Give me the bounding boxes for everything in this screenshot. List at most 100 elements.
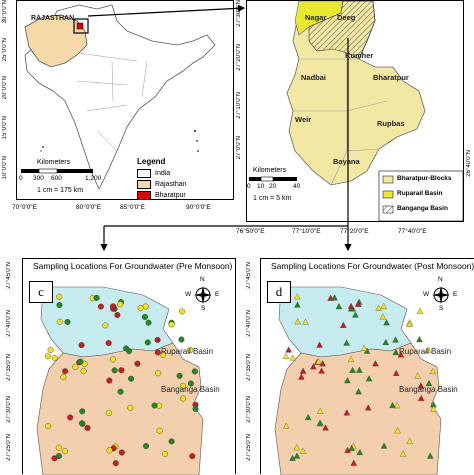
scale-tick: 40	[293, 183, 301, 190]
inset-box	[73, 18, 89, 34]
banganga-basin-b	[308, 1, 376, 60]
sampling-point-pre	[155, 370, 162, 377]
compass-c	[194, 286, 212, 304]
block-kumher: Kumher	[345, 51, 374, 60]
y-tick-d: 27°25'0"N	[246, 434, 252, 461]
sampling-point-post	[392, 369, 400, 376]
sampling-point-pre	[55, 444, 62, 451]
map-panel-a: RAJASTHAN Kilometers 0 300 600 1,200 1 c…	[16, 0, 234, 200]
sampling-point-pre	[93, 294, 100, 301]
sampling-point-post	[316, 341, 323, 348]
sampling-point-post	[285, 346, 292, 353]
sampling-point-post	[340, 321, 347, 328]
scale-tick: 20	[269, 183, 277, 190]
scale-title-b: Kilometers	[253, 167, 287, 174]
sampling-point-pre	[117, 388, 124, 395]
sampling-point-pre	[55, 453, 62, 460]
scale-tick: 0	[19, 175, 23, 182]
sampling-point-pre	[141, 313, 148, 320]
title-c: Sampling Locations For Groundwater (Pre …	[33, 261, 233, 271]
scale-tick: 1,200	[85, 175, 102, 182]
sampling-point-pre	[118, 449, 125, 456]
y-tick-d: 27°40'0"N	[246, 310, 252, 337]
sampling-point-pre	[67, 414, 74, 421]
sampling-point-pre	[112, 460, 119, 467]
sampling-point-post	[344, 377, 351, 384]
x-tick-b: 77°20'0"E	[340, 228, 369, 235]
compass-e-c: E	[215, 291, 220, 298]
scale-tick: 10	[257, 183, 265, 190]
sampling-point-post	[343, 409, 351, 416]
sampling-point-post	[304, 413, 312, 420]
sampling-point-pre	[72, 363, 79, 370]
sampling-point-post	[318, 367, 325, 374]
scale-tick: 0	[247, 183, 251, 190]
y-tick-c: 27°30'0"N	[6, 396, 12, 423]
x-tick-b: 77°40'0"E	[398, 228, 427, 235]
panel-letter-d: d	[267, 281, 291, 303]
x-tick-a: 70°0'0"E	[12, 204, 37, 211]
scale-bar-b	[249, 176, 297, 182]
sampling-point-pre	[64, 318, 71, 325]
sampling-point-post	[397, 351, 405, 358]
sampling-point-post	[355, 388, 362, 395]
sampling-point-post	[293, 452, 301, 459]
map-panel-b: Nagar Deeg Kumher Nadbai Bharatpur Weir …	[246, 0, 464, 222]
sampling-point-post	[389, 401, 396, 409]
y-tick-a: 25°0'0"N	[2, 38, 8, 62]
sampling-point-post	[343, 339, 350, 346]
sampling-point-post	[299, 447, 307, 454]
sampling-point-pre	[128, 375, 135, 382]
basin-label-ruparail-c: Ruparail Basin	[161, 347, 214, 356]
sampling-point-pre	[154, 349, 161, 356]
sampling-point-post	[344, 446, 351, 453]
sampling-point-post	[289, 454, 296, 461]
x-tick-b: 77°10'0"E	[292, 228, 321, 235]
sampling-point-pre	[192, 405, 199, 412]
compass-n-d: N	[438, 276, 443, 283]
sampling-point-pre	[80, 368, 87, 375]
sampling-point-post	[393, 402, 401, 409]
sampling-point-post	[331, 294, 338, 301]
sampling-point-pre	[117, 301, 124, 308]
block-deeg: Deeg	[337, 13, 356, 22]
legend-title-a: Legend	[137, 157, 166, 166]
sampling-point-pre	[179, 382, 186, 389]
post-monsoon-map-svg	[274, 286, 450, 475]
rajasthan-region	[24, 14, 88, 68]
sampling-point-pre	[78, 420, 85, 427]
sampling-point-pre	[156, 427, 163, 434]
sampling-point-pre	[180, 395, 187, 402]
sampling-point-post	[383, 319, 390, 326]
scale-ratio-a: 1 cm = 175 km	[37, 187, 84, 194]
sampling-point-post	[315, 358, 322, 365]
sampling-point-post	[375, 304, 382, 311]
sampling-point-post	[282, 352, 290, 359]
sampling-point-post	[417, 382, 425, 389]
y-tick-a: 15°0'0"N	[2, 116, 8, 140]
sampling-point-pre	[56, 293, 63, 300]
sampling-point-post	[416, 307, 424, 315]
sampling-point-post	[352, 311, 359, 318]
sampling-point-pre	[97, 303, 104, 310]
sampling-point-post	[414, 372, 421, 379]
legend-item-rajasthan: Rajasthan	[137, 180, 187, 189]
compass-e-d: E	[453, 291, 458, 298]
sampling-point-pre	[62, 368, 69, 375]
sampling-point-post	[293, 444, 301, 451]
sampling-point-pre	[187, 380, 194, 387]
compass-d	[432, 286, 450, 304]
bharatpur-marker	[76, 22, 84, 30]
sampling-point-pre	[114, 312, 121, 319]
sampling-point-post	[365, 375, 373, 382]
block-nagar: Nagar	[305, 13, 327, 22]
block-bharatpur: Bharatpur	[373, 73, 409, 82]
sampling-point-pre	[159, 351, 166, 358]
sampling-point-pre	[111, 367, 118, 374]
sampling-point-post	[356, 366, 363, 373]
sampling-point-post	[322, 424, 329, 431]
sampling-point-pre	[84, 424, 91, 431]
pre-monsoon-map-svg	[36, 286, 212, 475]
bharatpur-map-svg	[249, 1, 464, 222]
y-tick-a: 20°0'0"N	[2, 76, 8, 100]
